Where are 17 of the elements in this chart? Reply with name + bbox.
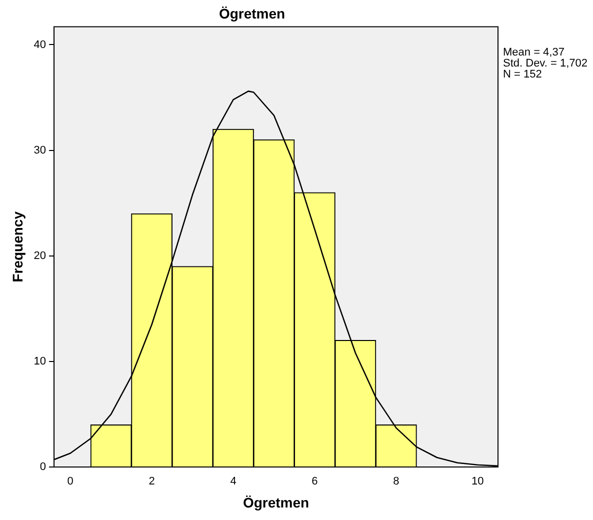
- y-tick-label: 40: [34, 38, 46, 51]
- x-tick-label: 0: [67, 476, 74, 488]
- text: N = 152: [503, 68, 542, 80]
- y-tick-label: 30: [34, 144, 46, 156]
- y-tick-label: 10: [34, 355, 46, 368]
- x-axis-title: Ögretmen: [242, 494, 310, 510]
- y-tick-label: 20: [34, 250, 46, 262]
- x-tick-label: 8: [393, 476, 400, 488]
- x-tick-label: 2: [148, 476, 155, 488]
- x-tick-label: 10: [472, 476, 484, 488]
- y-tick-label: 0: [40, 461, 46, 474]
- text: Std. Dev. = 1,702: [503, 57, 588, 70]
- y-axis-title: Frequency: [9, 211, 26, 282]
- text: Mean = 4,37: [503, 46, 564, 58]
- x-tick-label: 4: [230, 476, 236, 488]
- chart-title: Ögretmen: [218, 5, 286, 22]
- x-tick-label: 6: [312, 476, 318, 488]
